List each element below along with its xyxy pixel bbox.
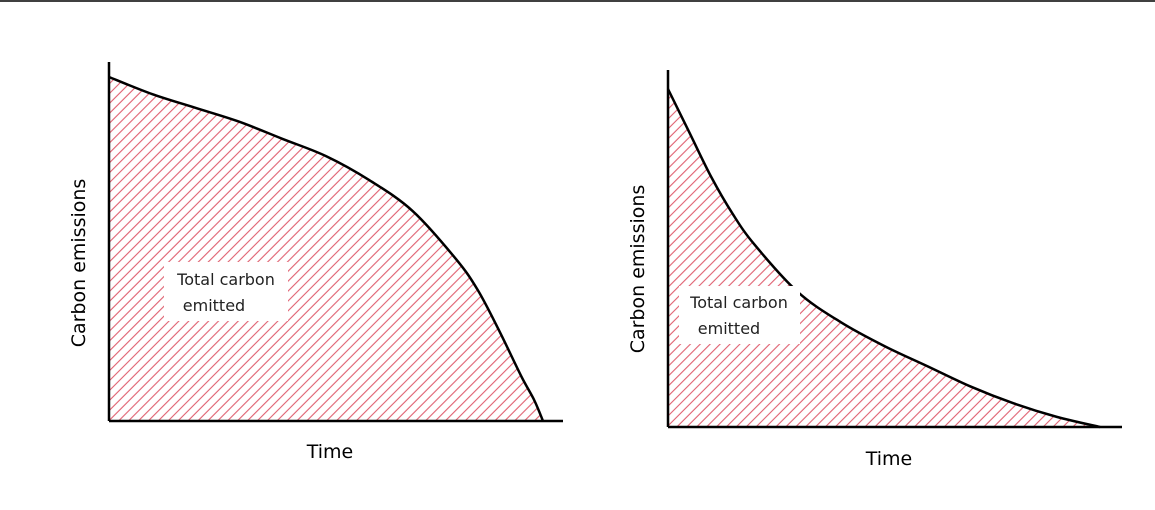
chart-1-area-fill	[109, 77, 543, 421]
chart-2-area-fill	[668, 89, 1100, 427]
chart-2-x-axis-label: Time	[865, 448, 913, 470]
chart-2-curve	[666, 88, 1101, 429]
chart-2-area-label-line-2: emitted	[698, 319, 760, 338]
chart-1-area-label-line-1: Total carbon	[176, 270, 275, 289]
chart-1-x-axis-label: Time	[306, 441, 354, 463]
chart-2-area-label-line-1: Total carbon	[689, 293, 788, 312]
chart-2-y-axis-label: Carbon emissions	[627, 185, 649, 354]
chart-1-label-box	[164, 262, 288, 321]
chart-2: Total carbon emitted Time Carbon emissio…	[627, 70, 1122, 470]
chart-1-area-label-line-2: emitted	[183, 296, 245, 315]
chart-1-y-axis-label: Carbon emissions	[68, 179, 90, 348]
chart-1-curve	[108, 75, 545, 422]
chart-2-label-box	[679, 286, 800, 344]
chart-1: Total carbon emitted Time Carbon emissio…	[68, 62, 563, 463]
